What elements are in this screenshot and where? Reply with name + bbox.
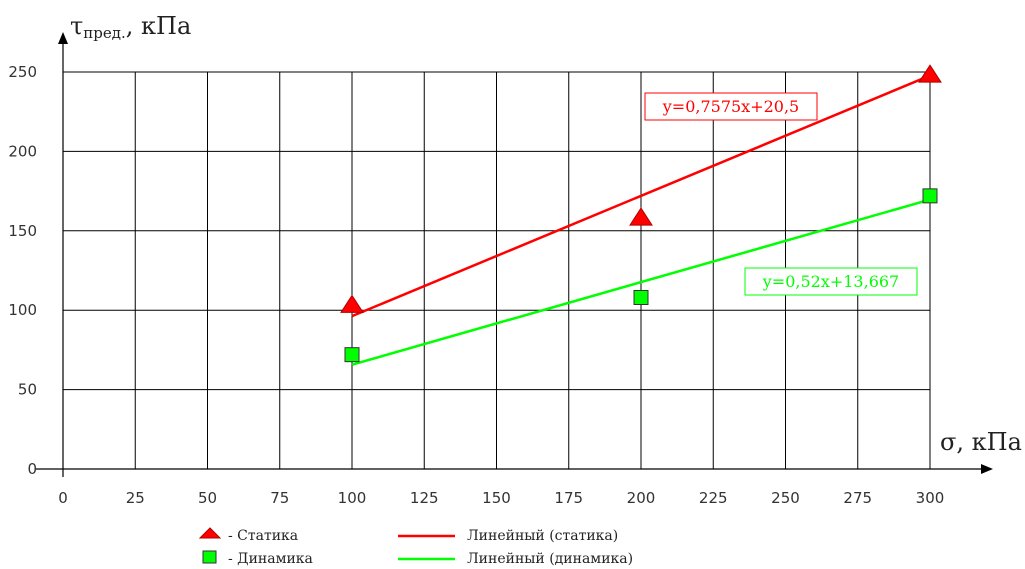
legend-label-trend-dynamic: Линейный (динамика) — [467, 551, 633, 567]
legend-item-static: - Статика — [198, 527, 298, 544]
legend-label-dynamic: - Динамика — [228, 551, 313, 567]
y-tick-label: 150 — [8, 222, 37, 240]
static-point-marker — [629, 207, 653, 226]
y-tick-label: 100 — [8, 301, 37, 319]
legend-label-static: - Статика — [228, 528, 298, 544]
x-tick-label: 175 — [554, 489, 583, 507]
dynamic-point-marker — [633, 289, 649, 305]
static-point-marker — [918, 64, 942, 83]
static-point-marker — [340, 294, 364, 313]
x-tick-label: 225 — [699, 489, 728, 507]
x-tick-label: 50 — [198, 489, 217, 507]
x-axis-arrow — [981, 464, 993, 474]
legend-square-marker — [202, 550, 217, 564]
equation-box-dynamic — [744, 267, 918, 296]
x-tick-label: 100 — [338, 489, 367, 507]
tick-labels: 0 25 50 75 100 125 150 175 200 225 250 275 300 0 50 100… — [8, 63, 944, 507]
grid — [63, 71, 931, 469]
y-axis-label: τпред., кПа — [70, 12, 191, 42]
x-tick-label: 300 — [916, 489, 945, 507]
trendline-static — [351, 74, 931, 318]
equation-labels: y=0,7575x+20,5 y=0,52x+13,667 — [644, 92, 918, 296]
equation-box-static — [644, 92, 818, 121]
x-tick-label: 75 — [270, 489, 289, 507]
x-tick-label: 250 — [771, 489, 800, 507]
trendline-dynamic — [351, 198, 931, 366]
y-tick-label: 200 — [8, 142, 37, 160]
data-markers — [340, 64, 942, 363]
legend-item-trend-static: Линейный (статика) — [398, 528, 618, 544]
y-tick-label: 250 — [8, 63, 37, 81]
x-tick-label: 275 — [843, 489, 872, 507]
x-axis-label: σ, кПа — [940, 428, 1022, 456]
x-tick-label: 25 — [126, 489, 145, 507]
y-tick-label: 0 — [27, 460, 37, 478]
x-tick-label: 125 — [410, 489, 439, 507]
y-tick-label: 50 — [18, 381, 37, 399]
legend: - Статика - Динамика Линейный (статика) … — [198, 527, 633, 567]
legend-item-trend-dynamic: Линейный (динамика) — [398, 551, 633, 567]
dynamic-point-marker — [344, 347, 360, 363]
legend-item-dynamic: - Динамика — [202, 550, 313, 567]
trendlines — [351, 74, 931, 366]
x-tick-label: 0 — [58, 489, 68, 507]
y-axis-arrow — [58, 32, 68, 44]
x-tick-label: 150 — [482, 489, 511, 507]
axes — [35, 32, 993, 477]
legend-triangle-marker — [198, 527, 222, 539]
dynamic-point-marker — [922, 188, 938, 204]
equation-label-static: y=0,7575x+20,5 — [662, 97, 799, 116]
equation-label-dynamic: y=0,52x+13,667 — [762, 272, 899, 291]
legend-label-trend-static: Линейный (статика) — [467, 528, 618, 544]
x-tick-label: 200 — [627, 489, 656, 507]
